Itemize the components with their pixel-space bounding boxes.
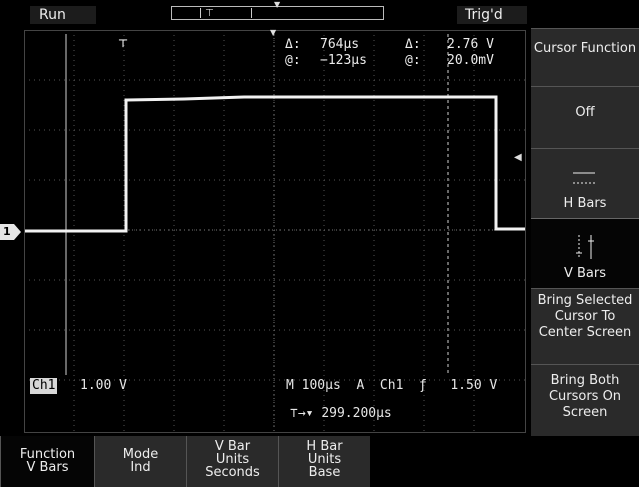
acquisition-state: Run — [30, 6, 96, 24]
bring-selected-label: Bring Selected Cursor To Center Screen — [537, 293, 633, 340]
cursor-volt-value: 20.0mV — [447, 53, 494, 68]
hbars-icon — [573, 172, 595, 184]
trigger-point-icon: ▼ — [274, 0, 281, 9]
trigger-delay-icon: ⊤→▾ — [290, 406, 322, 421]
timebase-readout: M 100μs A Ch1 ƒ 1.50 V — [286, 378, 498, 393]
function-button[interactable]: Function V Bars — [0, 436, 94, 487]
grid-lines — [24, 30, 526, 433]
graticule[interactable] — [24, 30, 526, 433]
trigger-position-icon: ⊤ — [205, 8, 214, 19]
ch1-waveform — [24, 95, 526, 233]
cursor-function-label: Cursor Function — [533, 41, 637, 56]
ch1-ground-marker[interactable]: 1 — [0, 224, 22, 240]
bottom-menu: Function V Bars Mode Ind V Bar Units Sec… — [0, 436, 639, 487]
mode-button-line1: Mode — [122, 447, 159, 462]
delta-time-value: 764μs — [320, 37, 360, 52]
vbar-units-button[interactable]: V Bar Units Seconds — [186, 436, 278, 487]
vbar-units-line3: Seconds — [205, 465, 260, 480]
ground-marker-icon — [0, 224, 21, 240]
hbars-button[interactable]: H Bars — [531, 148, 639, 218]
mode-button[interactable]: Mode Ind — [94, 436, 186, 487]
waveform-display — [24, 30, 526, 433]
hbar-units-line3: Base — [308, 465, 341, 480]
delta-volt-label: Δ: — [405, 37, 421, 52]
trigger-pos-arrow-icon: ▼ — [270, 28, 277, 37]
status-bar: Run ⊤ ▼ Trig'd — [0, 0, 639, 28]
hbars-label: H Bars — [563, 196, 607, 211]
function-button-line1: Function — [19, 447, 76, 462]
cursor-off-button[interactable]: Off — [531, 86, 639, 148]
hbar-units-line1: H Bar — [306, 439, 343, 454]
trigger-t-icon: ⊤ — [118, 37, 129, 50]
bring-selected-cursor-button[interactable]: Bring Selected Cursor To Center Screen — [531, 288, 639, 364]
mode-button-line2: Ind — [130, 460, 151, 475]
cursor-volt-label: @: — [405, 53, 421, 68]
vbars-label: V Bars — [563, 266, 607, 281]
trigger-state: Trig'd — [457, 6, 527, 24]
bring-both-label: Bring Both Cursors On Screen — [548, 373, 622, 420]
channel-label[interactable]: Ch1 — [30, 378, 58, 394]
hbar-units-button[interactable]: H Bar Units Base — [278, 436, 370, 487]
delta-time-label: Δ: — [285, 37, 301, 52]
bring-both-cursors-button[interactable]: Bring Both Cursors On Screen — [531, 364, 639, 436]
hbar-units-line2: Units — [307, 452, 342, 467]
vbar-units-line1: V Bar — [214, 439, 251, 454]
function-button-line2: V Bars — [26, 460, 69, 475]
vbar-units-line2: Units — [215, 452, 250, 467]
cursor-function-title: Cursor Function — [531, 28, 639, 86]
cursor-off-label: Off — [575, 105, 595, 120]
channel-scale: 1.00 V — [80, 378, 127, 393]
vbars-icon — [576, 235, 594, 259]
delta-volt-value: 2.76 V — [447, 37, 494, 52]
ground-marker-label: 1 — [3, 225, 11, 238]
cursor-time-value: −123μs — [320, 53, 367, 68]
cursor-time-label: @: — [285, 53, 301, 68]
trigger-delay-readout: ⊤→▾ 299.200μs — [290, 406, 392, 422]
trigger-delay-value: 299.200μs — [321, 406, 392, 421]
bottom-menu-blank — [370, 436, 639, 487]
record-length-bar — [171, 6, 384, 20]
trigger-level-icon: ◀ — [514, 152, 522, 163]
record-view-window — [200, 8, 252, 18]
vbars-button[interactable]: V Bars — [531, 218, 639, 288]
